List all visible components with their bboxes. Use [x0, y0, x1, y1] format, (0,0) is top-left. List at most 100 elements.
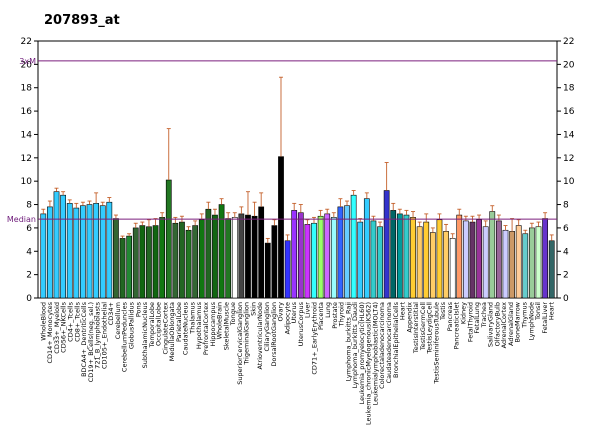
category-label: Tonsil — [534, 302, 542, 321]
category-label: MedullaOblongata — [168, 302, 176, 361]
category-label: DorsalRootGanglion — [270, 302, 278, 367]
bar — [509, 231, 515, 299]
y-tick-label-right: 20 — [563, 60, 575, 70]
category-label: Thalamus — [188, 301, 196, 334]
y-tick-label-left: 18 — [21, 84, 33, 94]
y-tick-label-right: 18 — [563, 84, 575, 94]
category-label: GlobusPallidus — [127, 301, 135, 349]
bar — [198, 219, 205, 299]
y-tick-label-left: 20 — [21, 60, 33, 70]
category-label: Trachea — [480, 302, 488, 328]
category-label: FetalLiver — [541, 302, 549, 334]
y-tick-label-right: 10 — [563, 177, 575, 187]
category-label: CD8+_Tcells — [73, 301, 81, 341]
category-label: Heart — [399, 302, 407, 321]
category-label: Tongue — [229, 302, 237, 326]
bar — [548, 240, 555, 299]
y-tick-label-right: 8 — [563, 201, 569, 211]
y-tick-label-right: 14 — [563, 130, 575, 140]
plot-frame — [37, 40, 558, 299]
bar — [60, 194, 66, 299]
y-tick-label-right: 4 — [563, 247, 569, 257]
category-label: Pons — [134, 301, 142, 317]
bar — [535, 226, 542, 299]
chart-title: 207893_at — [44, 13, 120, 28]
category-label: CaudateNucleus — [182, 301, 190, 355]
category-label: SuperiorCervicalGanglion — [236, 302, 244, 385]
bar — [304, 224, 311, 299]
bar — [529, 227, 535, 299]
category-label: OccipitalLobe — [155, 302, 163, 346]
bar — [522, 233, 529, 299]
category-label: Hippocampus — [209, 301, 217, 346]
category-label: Uterus — [290, 301, 298, 323]
bar — [495, 220, 502, 299]
category-label: TemporalLobe — [148, 302, 156, 348]
bar — [40, 213, 47, 299]
category-label: TestisLeydigCell — [426, 302, 434, 355]
category-label: CD33+_Myeloid — [53, 302, 61, 354]
bar — [47, 206, 53, 299]
y-tick-label-right: 16 — [563, 107, 575, 117]
y-tick-label-right: 6 — [563, 224, 569, 234]
category-label: 721_B_lymphoblasts — [94, 301, 102, 368]
category-label: OlfactoryBulb — [493, 302, 501, 346]
bar — [165, 179, 172, 299]
bar — [225, 218, 232, 299]
category-label: Liver — [304, 302, 312, 318]
bar — [86, 204, 93, 299]
bar — [357, 221, 364, 299]
bar — [390, 210, 397, 299]
bar — [469, 221, 476, 299]
category-label: SkeletalMuscle — [222, 302, 230, 350]
bar — [416, 226, 423, 299]
category-label: Lung — [324, 302, 332, 318]
category-label: Pancreas — [446, 301, 454, 331]
category-label: Leukemialymphoblastic(MOLT4) — [371, 302, 379, 405]
category-label: SubthalamicNucleus — [141, 301, 149, 368]
bar — [146, 226, 152, 299]
category-label: Kidney — [460, 302, 468, 324]
bar — [476, 219, 482, 299]
bar — [317, 215, 324, 299]
bar — [152, 225, 159, 299]
bar — [159, 217, 166, 299]
bar — [482, 226, 489, 299]
category-label: TestisInterstitial — [412, 302, 420, 354]
category-label: Colorectaladenocarcinoma — [378, 302, 386, 389]
bar — [449, 238, 456, 299]
bar — [113, 218, 119, 299]
bar — [542, 218, 548, 299]
category-label: Cerebellum — [114, 302, 122, 339]
bar — [370, 220, 377, 299]
bar — [311, 222, 317, 299]
bar — [429, 232, 436, 299]
bar — [192, 225, 199, 299]
bar — [271, 225, 278, 299]
category-label: BoneMarrow — [514, 301, 522, 342]
category-label: PrefrontalCortex — [202, 302, 210, 355]
bar — [515, 225, 522, 299]
y-tick-label-left: 4 — [26, 247, 32, 257]
category-label: CerebellumPeduncles — [121, 301, 129, 372]
bar — [93, 203, 100, 299]
category-label: TestisGermCell — [419, 302, 427, 351]
category-label: SalivaryGland — [487, 302, 495, 347]
category-label: BDCA4+_DentriticCells — [80, 301, 88, 377]
bar — [423, 221, 430, 299]
category-label: Appendix — [405, 302, 413, 333]
category-label: WholeBlood — [39, 302, 47, 341]
bar — [251, 215, 258, 299]
category-label: CD105+_Endothelial — [100, 302, 108, 369]
bar — [73, 207, 80, 299]
category-label: PancreaticIslet — [453, 302, 461, 350]
category-label: TrigeminalGanglion — [243, 302, 251, 366]
bar — [264, 242, 271, 299]
category-label: Thymus — [521, 301, 529, 328]
y-tick-label-left: 14 — [21, 130, 33, 140]
category-label: Testis — [439, 301, 447, 321]
category-label: CD19+_BCells(neg._sel.) — [87, 302, 95, 382]
bar — [278, 156, 284, 299]
bar — [53, 191, 60, 299]
